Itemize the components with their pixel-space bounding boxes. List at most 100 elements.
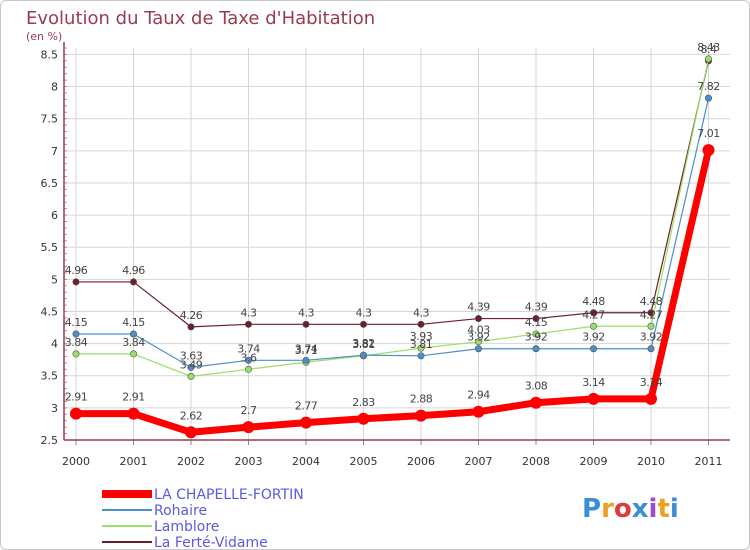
data-point [589,309,597,317]
x-tick-label: 2009 [580,455,608,468]
data-label: 3.6 [241,351,257,364]
logo-letter: r [601,494,614,524]
data-point [187,363,195,371]
logo-letter: i [670,494,679,524]
data-label: 3.93 [410,330,433,343]
data-point [704,94,712,102]
data-point [245,365,253,373]
data-label: 4.96 [65,264,88,277]
y-tick-label: 8 [51,81,58,94]
data-point [417,344,425,352]
logo-letter: x [632,494,649,524]
data-label: 3.84 [65,336,88,349]
series-line [75,58,710,377]
data-label: 3.08 [525,380,548,393]
data-label: 2.83 [352,396,375,409]
data-label: 4.39 [525,301,548,314]
x-tick-label: 2002 [177,455,205,468]
series-line [72,146,712,436]
data-label: 3.63 [180,349,203,362]
data-point [130,330,138,338]
data-point [472,405,485,418]
data-label: 3.92 [525,331,548,344]
x-tick-label: 2003 [235,455,263,468]
series-group [70,55,715,439]
y-tick-label: 7 [51,145,58,158]
data-point [300,416,312,429]
data-point [474,338,482,346]
logo-letter: t [657,494,669,524]
data-label: 3.74 [295,342,318,355]
data-point [70,407,82,420]
data-point [417,320,425,328]
data-point [530,396,542,409]
data-label: 4.26 [180,309,203,322]
data-point [357,412,370,425]
y-tick-label: 7.5 [41,113,59,126]
data-label: 3.81 [410,338,433,351]
data-point [532,330,540,338]
data-point [417,352,425,360]
data-label: 3.14 [640,376,663,389]
logo-letter: o [614,494,632,524]
data-label: 8.43 [697,41,720,54]
data-label: 4.3 [298,306,314,319]
data-label: 4.15 [65,316,88,329]
data-label: 2.62 [180,409,203,422]
data-point [532,315,540,323]
data-point [242,421,255,434]
data-point [415,409,427,422]
data-label: 7.82 [697,80,720,93]
x-tick-label: 2008 [522,455,550,468]
data-point [245,320,253,328]
data-label: 3.71 [295,344,318,357]
x-tick-label: 2010 [637,455,665,468]
series-la-chapelle-fortin [70,144,715,439]
legend-label: La Ferté-Vidame [154,535,268,550]
data-label: 2.94 [467,389,490,402]
data-label: 4.3 [241,306,257,319]
y-tick-label: 2.5 [41,434,59,447]
data-point [72,278,80,286]
data-point [702,144,715,157]
data-point [474,315,482,323]
data-point [647,345,655,353]
legend-label: Rohaire [154,503,207,519]
data-point [130,278,138,286]
series-lamblore [72,55,712,380]
data-point [587,392,600,405]
proxiti-logo: Proxiti [582,494,679,524]
data-point [302,320,310,328]
series-la-ferte-vidame [72,57,712,331]
legend-label: LA CHAPELLE-FORTIN [154,487,304,503]
data-point [589,322,597,330]
data-point [647,322,655,330]
x-tick-label: 2000 [62,455,90,468]
data-label: 3.92 [467,331,490,344]
legend-label: Lamblore [154,519,219,535]
data-label: 4.48 [640,295,663,308]
data-label: 3.14 [582,376,605,389]
data-point [589,345,597,353]
data-labels: 4.96 4.96 4.26 4.3 4.3 4.3 4.3 4.39 4.39 4.48 4.48… [65,41,721,422]
x-tick-label: 2006 [407,455,435,468]
data-label: 3.82 [352,337,375,350]
y-tick-label: 6.5 [41,177,59,190]
data-label: 4.48 [582,295,605,308]
data-label: 4.15 [525,316,548,329]
data-point [245,356,253,364]
data-point [704,55,712,63]
y-tick-label: 5.5 [41,241,59,254]
data-label: 4.3 [413,306,429,319]
data-point [474,345,482,353]
data-point [185,426,197,439]
logo-letter: i [649,494,658,524]
y-tick-label: 5 [51,273,58,286]
data-point [645,392,657,405]
data-point [359,320,367,328]
data-label: 4.39 [467,301,490,314]
y-axis-unit: (en %) [26,30,62,43]
